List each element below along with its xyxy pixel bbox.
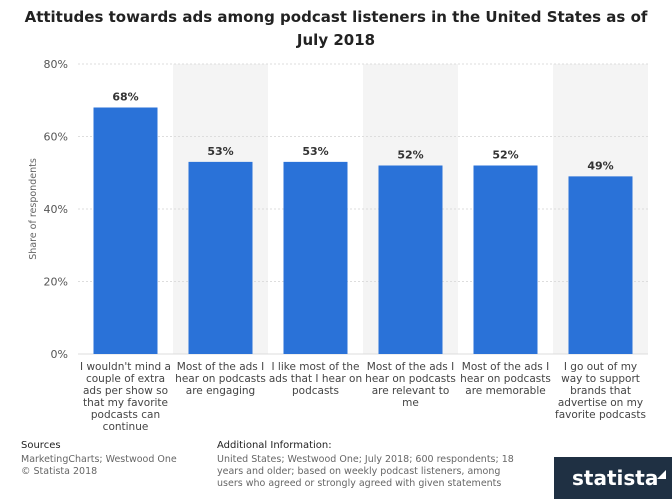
bar-value-label: 53%: [302, 145, 328, 158]
x-tick-label-line: ads per show so: [83, 385, 168, 397]
bar-value-label: 52%: [397, 149, 423, 162]
x-tick-label-line: are relevant to: [372, 385, 450, 397]
bar-value-label: 53%: [207, 145, 233, 158]
x-tick-label-line: hear on podcasts: [365, 373, 456, 385]
y-tick-label: 20%: [44, 276, 68, 289]
bar: [568, 176, 633, 354]
x-tick-label-line: favorite podcasts: [555, 409, 646, 421]
x-tick-label-line: ads that I hear on: [269, 373, 362, 385]
y-tick-label: 0%: [51, 348, 68, 361]
bar: [378, 165, 443, 354]
y-tick-label: 80%: [44, 58, 68, 71]
statista-logo-mark-icon: [657, 470, 666, 479]
x-tick-label-line: Most of the ads I: [367, 361, 454, 373]
x-tick-label-line: couple of extra: [86, 373, 165, 385]
x-tick-label: I wouldn't mind a couple of extra ads per …: [80, 361, 171, 433]
bar: [93, 107, 158, 354]
sources-heading: Sources: [21, 440, 61, 451]
x-tick-label-line: advertise on my: [558, 397, 643, 409]
additional-info-heading: Additional Information:: [217, 440, 332, 451]
bar-value-label: 68%: [112, 91, 138, 104]
x-tick-label-line: way to support: [561, 373, 640, 385]
x-tick-label-line: Most of the ads I: [177, 361, 264, 373]
y-tick-label: 60%: [44, 131, 68, 144]
additional-info-text: United States; Westwood One; July 2018; …: [217, 454, 514, 489]
x-tick-label-line: hear on podcasts: [460, 373, 551, 385]
chart-title: Attitudes towards ads among podcast list…: [24, 8, 648, 49]
y-axis-title: Share of respondents: [28, 158, 39, 260]
x-tick-label-line: are memorable: [465, 385, 545, 397]
x-tick-label-line: I go out of my: [564, 361, 637, 373]
bar: [473, 165, 538, 354]
x-tick-label-line: Most of the ads I: [462, 361, 549, 373]
x-tick-label-line: I like most of the: [271, 361, 359, 373]
x-tick-label-line: podcasts can: [91, 409, 160, 421]
copyright-line: © Statista 2018: [21, 466, 98, 477]
x-tick-label-line: me: [402, 397, 419, 409]
statista-logo-text: statista: [572, 466, 659, 490]
bar: [283, 161, 348, 354]
x-tick-label-line: brands that: [570, 385, 631, 397]
bar-value-label: 49%: [587, 159, 613, 172]
x-tick-label-line: podcasts: [292, 385, 339, 397]
sources-line[interactable]: MarketingCharts; Westwood One: [21, 454, 177, 465]
sources-block: Sources MarketingCharts; Westwood One © …: [21, 440, 201, 478]
x-tick-label-line: I wouldn't mind a: [80, 361, 171, 373]
y-tick-label: 40%: [44, 203, 68, 216]
bar: [188, 161, 253, 354]
statista-logo[interactable]: statista: [554, 457, 672, 499]
x-tick-label-line: continue: [103, 421, 149, 433]
x-tick-label: I go out of my way to support brands that a…: [555, 361, 646, 421]
bar-value-label: 52%: [492, 149, 518, 162]
x-tick-label: I like most of the ads that I hear on podc…: [269, 361, 362, 397]
x-tick-label-line: are engaging: [186, 385, 255, 397]
x-tick-label-line: hear on podcasts: [175, 373, 266, 385]
additional-info-block: Additional Information: United States; W…: [217, 440, 517, 490]
x-tick-label-line: that my favorite: [83, 397, 168, 409]
